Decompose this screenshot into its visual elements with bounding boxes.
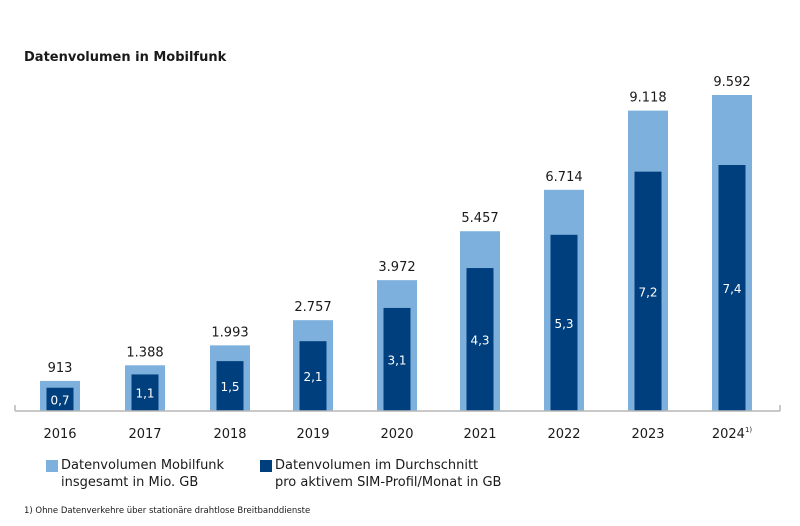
- bar-average-2018: [216, 361, 244, 411]
- x-tick-label-2019: 2019: [296, 427, 329, 442]
- bar-average-2022: [550, 234, 578, 411]
- legend-item-average: Datenvolumen im Durchschnitt pro aktivem…: [260, 457, 501, 491]
- data-label-average-2021: 4,3: [470, 334, 489, 348]
- bar-average-2019: [299, 341, 327, 411]
- data-label-average-2023: 7,2: [638, 285, 657, 299]
- x-tick-label-2024: 20241): [712, 426, 753, 442]
- data-label-average-2018: 1,5: [220, 380, 239, 394]
- legend-swatch-total: [46, 460, 58, 472]
- data-label-total-2021: 5.457: [461, 211, 498, 226]
- data-label-average-2016: 0,7: [50, 393, 69, 407]
- data-label-total-2018: 1.993: [211, 325, 248, 340]
- data-label-average-2019: 2,1: [303, 370, 322, 384]
- legend-label-average-line2: pro aktivem SIM-Profil/Monat in GB: [275, 475, 502, 490]
- bar-average-2023: [634, 171, 662, 411]
- legend-label-total-line1: Datenvolumen Mobilfunk: [61, 458, 225, 473]
- data-label-average-2022: 5,3: [554, 317, 573, 331]
- x-tick-label-2020: 2020: [380, 427, 413, 442]
- data-label-total-2024: 9.592: [713, 75, 750, 90]
- legend-item-total: Datenvolumen Mobilfunk insgesamt in Mio.…: [46, 457, 224, 491]
- x-tick-label-2018: 2018: [213, 427, 246, 442]
- data-label-average-2024: 7,4: [722, 282, 741, 296]
- bar-average-2024: [718, 165, 746, 411]
- bar-average-2017: [131, 374, 159, 411]
- x-tick-label-2023: 2023: [631, 427, 664, 442]
- bar-average-2020: [383, 307, 411, 411]
- data-label-average-2020: 3,1: [387, 353, 406, 367]
- data-label-total-2023: 9.118: [629, 91, 666, 106]
- legend-label-average-line1: Datenvolumen im Durchschnitt: [275, 458, 479, 473]
- x-tick-label-2022: 2022: [547, 427, 580, 442]
- data-label-average-2017: 1,1: [135, 387, 154, 401]
- x-tick-label-2021: 2021: [463, 427, 496, 442]
- footnote-mark: 1): [745, 426, 752, 434]
- data-label-total-2017: 1.388: [126, 345, 163, 360]
- data-label-total-2020: 3.972: [378, 260, 415, 275]
- legend-label-total-line2: insgesamt in Mio. GB: [61, 475, 199, 490]
- legend-swatch-average: [260, 460, 272, 472]
- x-tick-label-2017: 2017: [128, 427, 161, 442]
- data-label-total-2019: 2.757: [294, 300, 331, 315]
- chart-title: Datenvolumen in Mobilfunk: [24, 50, 227, 65]
- data-label-total-2016: 913: [48, 361, 73, 376]
- x-tick-label-2016: 2016: [43, 427, 76, 442]
- data-label-total-2022: 6.714: [545, 170, 582, 185]
- footnote: 1) Ohne Datenverkehre über stationäre dr…: [24, 506, 311, 516]
- bar-average-2016: [46, 387, 74, 411]
- bar-average-2021: [466, 268, 494, 411]
